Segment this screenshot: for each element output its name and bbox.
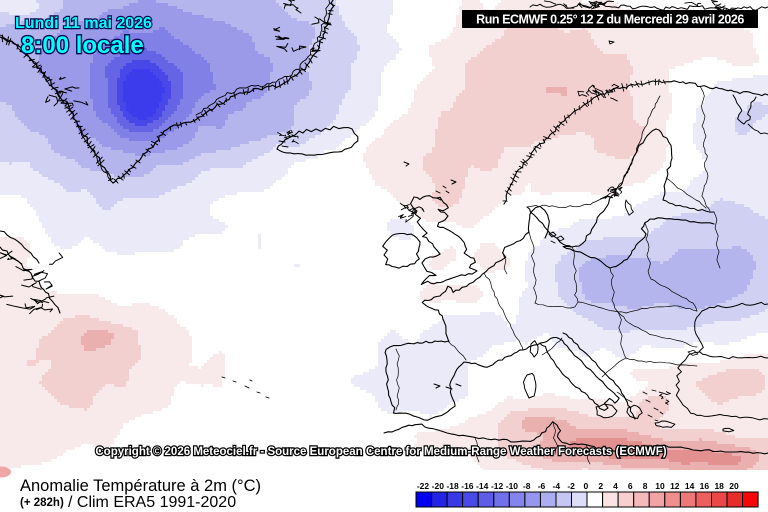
svg-text:18: 18 (714, 481, 724, 491)
svg-text:16: 16 (700, 481, 710, 491)
svg-text:-16: -16 (461, 481, 474, 491)
svg-text:Lundi 11 mai 2026: Lundi 11 mai 2026 (15, 15, 152, 32)
svg-text:Run ECMWF 0.25° 12 Z du Mercre: Run ECMWF 0.25° 12 Z du Mercredi 29 avri… (476, 13, 744, 27)
svg-text:12: 12 (670, 481, 680, 491)
svg-text:(+ 282h): (+ 282h) (20, 497, 64, 509)
svg-text:-18: -18 (446, 481, 459, 491)
svg-text:/ Clim ERA5 1991-2020: / Clim ERA5 1991-2020 (68, 494, 236, 511)
svg-text:Copyright © 2026 Meteociel.fr: Copyright © 2026 Meteociel.fr - Source E… (95, 446, 666, 458)
svg-text:-12: -12 (491, 481, 504, 491)
svg-text:-10: -10 (506, 481, 519, 491)
svg-text:-4: -4 (553, 481, 561, 491)
svg-text:6: 6 (628, 481, 633, 491)
svg-text:14: 14 (685, 481, 695, 491)
svg-text:Anomalie Température à 2m (°C): Anomalie Température à 2m (°C) (20, 477, 261, 495)
svg-text:-6: -6 (538, 481, 546, 491)
svg-text:-20: -20 (432, 481, 445, 491)
svg-text:10: 10 (655, 481, 665, 491)
svg-text:0: 0 (584, 481, 589, 491)
svg-text:-14: -14 (476, 481, 489, 491)
svg-text:8: 8 (643, 481, 648, 491)
svg-text:4: 4 (613, 481, 618, 491)
svg-text:8:00 locale: 8:00 locale (21, 32, 144, 59)
svg-text:-22: -22 (417, 481, 430, 491)
svg-text:-2: -2 (567, 481, 575, 491)
svg-text:20: 20 (729, 481, 739, 491)
svg-text:-8: -8 (523, 481, 531, 491)
svg-text:2: 2 (598, 481, 603, 491)
